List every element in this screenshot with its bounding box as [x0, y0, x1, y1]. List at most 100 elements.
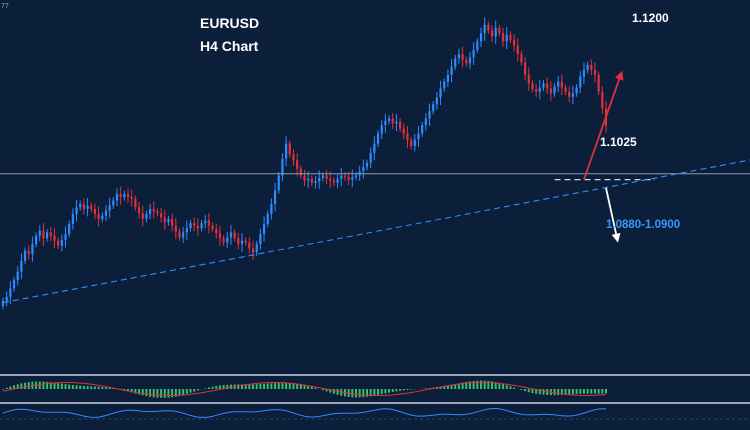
candle-body	[490, 30, 494, 37]
histogram-bar	[266, 383, 269, 389]
candle-body	[53, 235, 56, 241]
histogram-bar	[509, 386, 512, 389]
candle-body	[398, 121, 402, 129]
candle-body	[193, 223, 196, 226]
histogram-bar	[86, 386, 89, 389]
histogram-bar	[226, 384, 229, 389]
candle-body	[593, 69, 597, 75]
candle-body	[145, 213, 148, 219]
histogram-bar	[24, 382, 27, 389]
histogram-bar	[314, 387, 317, 389]
candle-body	[196, 225, 199, 229]
candle-body	[262, 224, 266, 235]
candle-body	[57, 240, 60, 246]
histogram-bar	[446, 385, 449, 389]
histogram-bar	[270, 383, 273, 389]
ascending-trendline	[2, 159, 750, 304]
histogram-bar	[5, 387, 8, 389]
candle-body	[86, 205, 89, 209]
candle-body	[468, 57, 472, 64]
candle-body	[251, 248, 255, 253]
histogram-bar	[60, 383, 63, 389]
candle-body	[148, 208, 152, 214]
histogram-bar	[483, 380, 486, 389]
candle-body	[60, 239, 63, 246]
histogram-bar	[108, 387, 111, 389]
forecast-arrow-up	[583, 70, 624, 180]
histogram-bar	[307, 385, 310, 389]
chart-title-symbol: EURUSD	[200, 15, 259, 31]
histogram-bar	[560, 389, 563, 395]
candle-body	[542, 83, 545, 88]
histogram-bar	[332, 389, 335, 394]
histogram-bar	[222, 385, 225, 389]
candle-body	[549, 88, 552, 94]
candle-body	[141, 213, 144, 219]
candle-body	[130, 197, 133, 199]
candle-body	[373, 143, 376, 153]
histogram-bar	[296, 383, 299, 389]
histogram-bar	[160, 389, 163, 398]
histogram-bar	[494, 382, 497, 389]
candle-body	[259, 234, 262, 245]
histogram-bar	[402, 389, 405, 391]
histogram-bar	[13, 385, 16, 389]
candle-body	[597, 74, 600, 92]
candle-body	[575, 87, 578, 94]
histogram-bar	[141, 389, 144, 396]
histogram-bar	[366, 389, 369, 397]
candle-body	[472, 49, 475, 58]
histogram-bar	[299, 384, 302, 389]
histogram-bar	[79, 385, 82, 389]
candle-body	[1, 301, 5, 307]
candle-body	[90, 205, 93, 209]
candle-body	[82, 203, 85, 209]
histogram-bar	[57, 383, 60, 389]
candle-body	[465, 59, 468, 64]
candle-body	[376, 133, 380, 144]
candle-body	[586, 64, 589, 70]
histogram-bar	[454, 383, 457, 389]
candle-body	[233, 232, 236, 239]
candle-body	[387, 118, 391, 122]
candle-body	[285, 143, 288, 159]
candle-body	[560, 81, 563, 88]
candle-body	[163, 217, 166, 223]
histogram-bar	[351, 389, 354, 398]
candle-body	[270, 203, 273, 214]
histogram-bar	[49, 382, 52, 389]
histogram-bar	[384, 389, 387, 394]
histogram-bar	[542, 389, 545, 395]
histogram-bar	[193, 389, 196, 392]
candle-body	[222, 238, 225, 243]
candle-body	[417, 133, 420, 140]
candle-body	[237, 238, 240, 245]
histogram-bar	[369, 389, 372, 397]
histogram-bar	[468, 381, 471, 389]
histogram-bar	[71, 384, 74, 389]
candle-body	[439, 88, 442, 98]
histogram-bar	[465, 381, 468, 389]
candle-body	[479, 33, 483, 42]
candle-body	[20, 260, 23, 272]
histogram-bar	[461, 382, 464, 389]
candle-body	[406, 133, 409, 141]
histogram-bar	[377, 389, 380, 395]
histogram-bar	[104, 387, 107, 389]
candle-body	[307, 178, 310, 181]
candle-body	[185, 228, 188, 233]
candle-body	[369, 152, 372, 163]
histogram-bar	[75, 385, 78, 389]
candle-body	[9, 288, 12, 297]
histogram-bar	[240, 384, 243, 389]
candle-body	[248, 242, 251, 249]
histogram-bar	[601, 389, 604, 394]
histogram-bar	[174, 389, 177, 397]
candle-body	[299, 168, 302, 176]
candle-body	[156, 211, 159, 214]
histogram-bar	[218, 385, 221, 389]
candle-body	[340, 175, 343, 179]
histogram-bar	[112, 388, 115, 389]
